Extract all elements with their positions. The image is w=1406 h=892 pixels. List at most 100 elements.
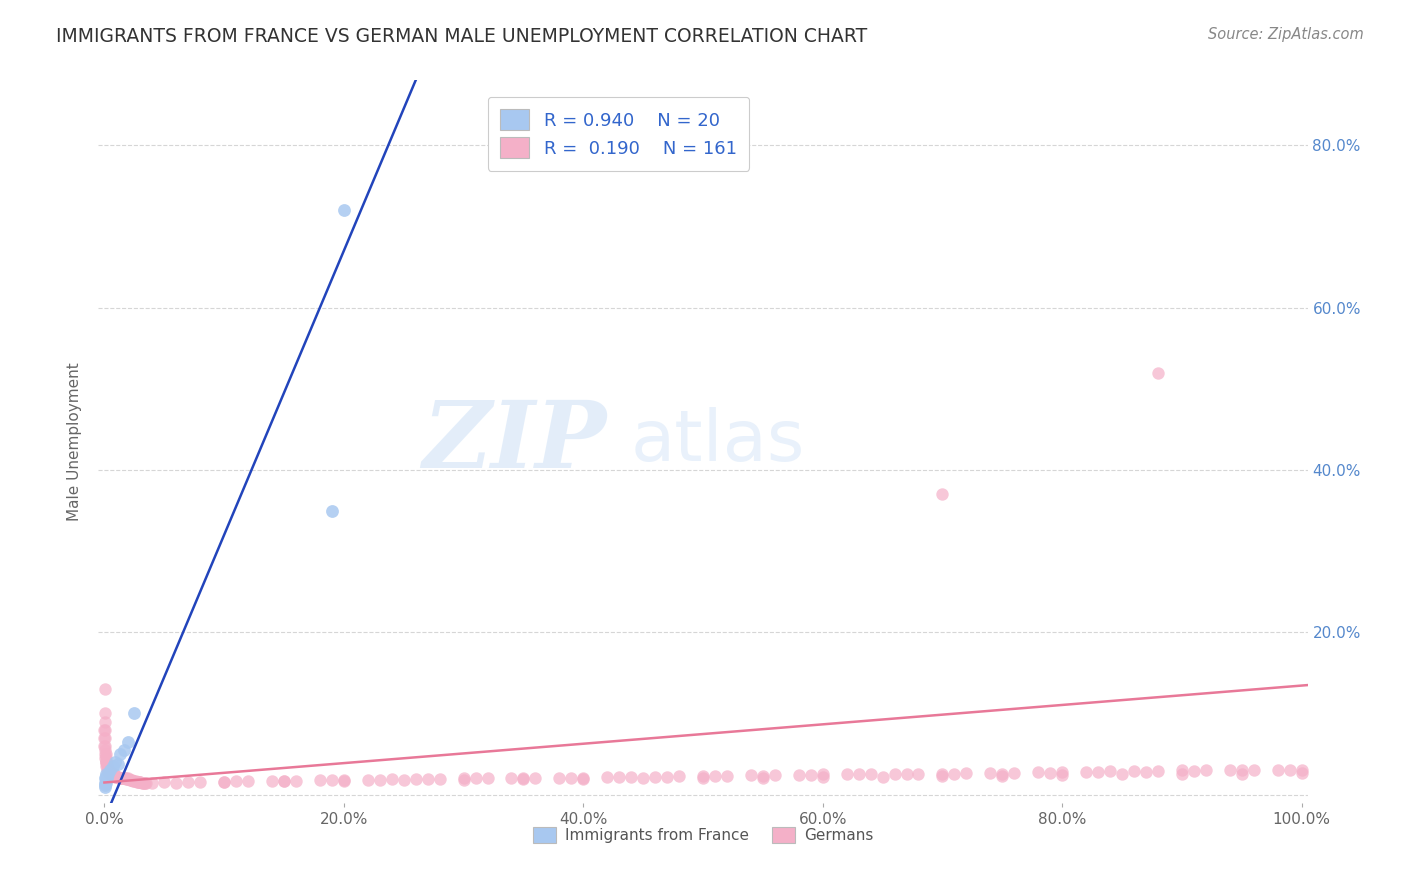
Point — [188, 774, 211, 789]
Point — [907, 766, 929, 780]
Point — [477, 772, 499, 786]
Point — [96, 775, 118, 789]
Point — [101, 768, 124, 782]
Point — [101, 759, 124, 773]
Point — [94, 747, 117, 761]
Point — [1026, 764, 1049, 779]
Point — [100, 766, 122, 780]
Point — [104, 770, 127, 784]
Point — [105, 769, 128, 783]
Text: atlas: atlas — [630, 407, 804, 476]
Point — [94, 714, 117, 729]
Point — [357, 773, 380, 788]
Point — [108, 771, 131, 785]
Point — [111, 772, 134, 786]
Point — [716, 769, 738, 783]
Point — [94, 739, 117, 753]
Point — [405, 772, 427, 787]
Point — [955, 765, 977, 780]
Point — [132, 775, 155, 789]
Point — [134, 775, 156, 789]
Point — [1087, 764, 1109, 779]
Point — [1230, 764, 1253, 778]
Point — [94, 751, 117, 765]
Point — [512, 772, 534, 786]
Point — [740, 768, 762, 782]
Point — [96, 756, 118, 771]
Point — [1099, 764, 1122, 779]
Point — [859, 767, 882, 781]
Point — [692, 772, 714, 786]
Point — [321, 503, 343, 517]
Point — [931, 487, 953, 501]
Point — [931, 766, 953, 780]
Point — [1267, 763, 1289, 777]
Point — [96, 772, 118, 786]
Point — [368, 773, 391, 788]
Point — [94, 755, 117, 769]
Point — [607, 770, 630, 784]
Point — [655, 770, 678, 784]
Point — [141, 775, 163, 789]
Point — [212, 774, 235, 789]
Point — [94, 775, 117, 789]
Point — [752, 769, 775, 783]
Point — [896, 767, 918, 781]
Point — [93, 723, 115, 737]
Point — [105, 770, 128, 784]
Point — [1219, 764, 1241, 778]
Point — [835, 767, 858, 781]
Point — [631, 772, 654, 786]
Point — [979, 765, 1001, 780]
Point — [97, 767, 120, 781]
Point — [127, 774, 149, 789]
Point — [96, 759, 118, 773]
Point — [512, 772, 534, 787]
Point — [1171, 767, 1194, 781]
Point — [107, 771, 129, 785]
Point — [101, 766, 124, 780]
Point — [273, 773, 295, 788]
Point — [94, 767, 117, 781]
Point — [1002, 765, 1025, 780]
Point — [153, 774, 176, 789]
Point — [131, 775, 153, 789]
Point — [94, 755, 117, 769]
Point — [94, 747, 117, 761]
Point — [125, 774, 148, 789]
Point — [115, 772, 138, 787]
Point — [129, 774, 152, 789]
Point — [1230, 766, 1253, 780]
Point — [94, 778, 117, 792]
Point — [620, 770, 643, 784]
Point — [128, 774, 150, 789]
Point — [668, 769, 690, 783]
Point — [93, 731, 115, 745]
Point — [524, 771, 547, 785]
Point — [572, 771, 595, 785]
Point — [1135, 764, 1157, 779]
Point — [429, 772, 451, 787]
Point — [333, 773, 356, 788]
Point — [787, 768, 810, 782]
Point — [212, 774, 235, 789]
Text: Source: ZipAtlas.com: Source: ZipAtlas.com — [1208, 27, 1364, 42]
Point — [165, 775, 187, 789]
Point — [236, 773, 259, 788]
Point — [112, 772, 135, 786]
Point — [97, 764, 120, 779]
Point — [104, 768, 127, 782]
Point — [93, 780, 115, 794]
Point — [704, 769, 727, 783]
Point — [132, 775, 155, 789]
Point — [453, 772, 475, 786]
Point — [273, 773, 295, 788]
Point — [115, 772, 138, 786]
Point — [752, 771, 775, 785]
Point — [260, 773, 283, 788]
Point — [104, 755, 127, 769]
Point — [118, 773, 141, 788]
Point — [98, 764, 121, 778]
Point — [548, 771, 571, 785]
Point — [572, 772, 595, 787]
